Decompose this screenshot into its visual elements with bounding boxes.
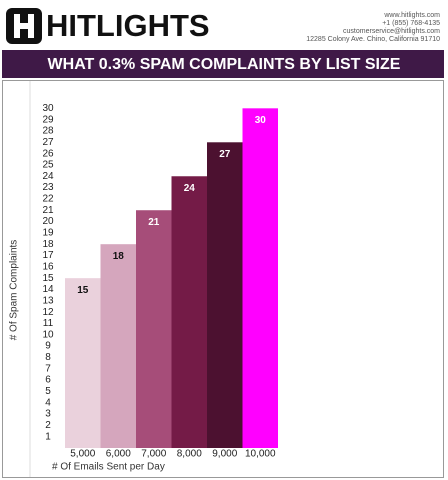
logo-icon <box>6 8 42 44</box>
x-tick-label: 5,000 <box>70 449 95 460</box>
y-tick-label: 21 <box>42 205 54 216</box>
y-tick-label: 14 <box>42 284 54 295</box>
x-axis-title: # Of Emails Sent per Day <box>52 462 165 473</box>
y-tick-label: 18 <box>42 239 54 250</box>
contact-line: customerservice@hitlights.com <box>343 28 440 35</box>
value-label: 21 <box>148 217 160 228</box>
y-tick-label: 29 <box>42 114 54 125</box>
contact-line: www.hitlights.com <box>383 12 440 19</box>
y-tick-label: 4 <box>45 397 51 408</box>
value-label: 18 <box>113 251 125 262</box>
y-tick-label: 5 <box>45 386 51 397</box>
y-tick-label: 6 <box>45 375 51 386</box>
y-tick-label: 13 <box>42 295 54 306</box>
y-tick-label: 28 <box>42 126 54 137</box>
contact-line: 12285 Colony Ave. Chino, California 9171… <box>306 36 440 43</box>
y-axis-title: # Of Spam Complaints <box>9 240 20 341</box>
contact-line: +1 (855) 768-4135 <box>382 20 440 27</box>
y-tick-label: 2 <box>45 420 51 431</box>
bar <box>100 244 136 448</box>
bar <box>171 176 207 449</box>
y-tick-label: 3 <box>45 409 51 420</box>
value-label: 15 <box>77 285 89 296</box>
logo-h <box>14 14 34 38</box>
chart-frame <box>2 80 444 478</box>
bar <box>242 108 278 449</box>
y-tick-label: 24 <box>42 171 54 182</box>
contact: www.hitlights.com +1 (855) 768-4135 cust… <box>306 12 440 43</box>
value-label: 30 <box>255 115 267 126</box>
chart-title: WHAT 0.3% SPAM COMPLAINTS BY LIST SIZE <box>48 56 401 73</box>
y-tick-label: 25 <box>42 160 54 171</box>
brand: HITLIGHTS <box>46 8 210 43</box>
bar <box>207 142 243 448</box>
y-tick-label: 26 <box>42 148 54 159</box>
y-tick-label: 30 <box>42 103 54 114</box>
x-tick-label: 9,000 <box>212 449 237 460</box>
y-tick-label: 9 <box>45 341 51 352</box>
y-tick-label: 1 <box>45 431 51 442</box>
y-tick-label: 12 <box>42 307 54 318</box>
value-label: 27 <box>219 149 231 160</box>
y-tick-label: 15 <box>42 273 54 284</box>
y-tick-label: 16 <box>42 261 54 272</box>
y-tick-label: 23 <box>42 182 54 193</box>
y-tick-label: 27 <box>42 137 54 148</box>
bar <box>136 210 172 448</box>
y-tick-label: 20 <box>42 216 54 227</box>
y-tick-label: 8 <box>45 352 51 363</box>
x-tick-label: 10,000 <box>245 449 276 460</box>
y-tick-label: 10 <box>42 329 54 340</box>
bar <box>65 278 101 448</box>
y-tick-label: 17 <box>42 250 54 261</box>
y-tick-label: 22 <box>42 194 54 205</box>
x-tick-label: 7,000 <box>141 449 166 460</box>
y-tick-label: 7 <box>45 363 51 374</box>
y-tick-label: 11 <box>43 318 54 329</box>
x-tick-label: 6,000 <box>106 449 131 460</box>
y-tick-label: 19 <box>42 228 54 239</box>
x-tick-label: 8,000 <box>177 449 202 460</box>
value-label: 24 <box>184 183 196 194</box>
title-banner <box>2 50 444 78</box>
